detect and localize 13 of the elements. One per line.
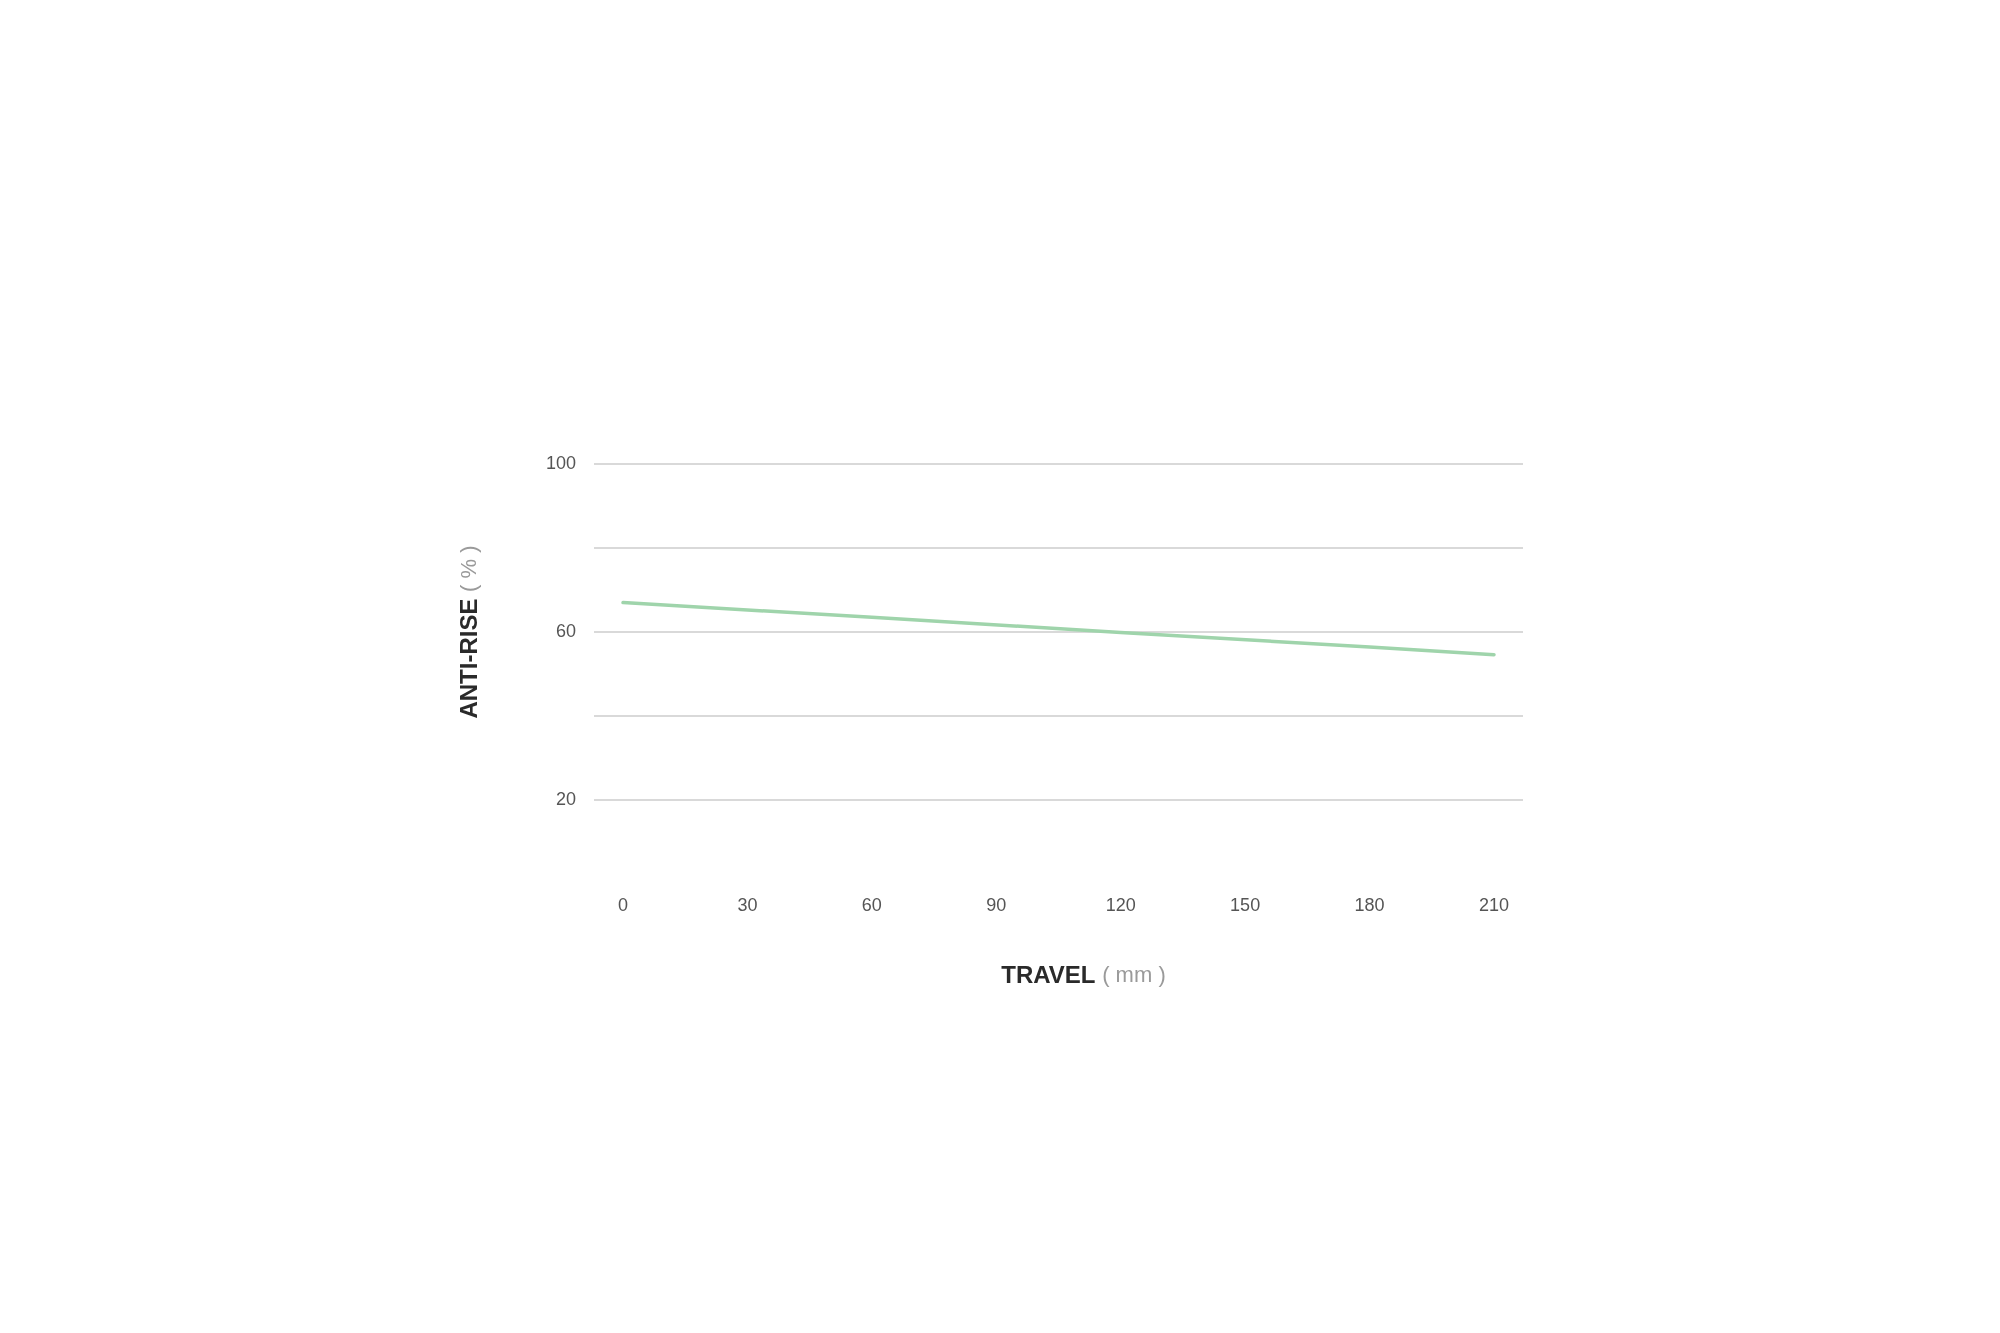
x-axis-title: TRAVEL ( mm ): [1001, 960, 1166, 988]
x-tick-label: 150: [1230, 894, 1261, 915]
x-tick-label: 0: [618, 894, 629, 915]
y-tick-label: 60: [555, 620, 576, 641]
x-tick-label: 210: [1478, 894, 1509, 915]
x-tick-label: 60: [861, 894, 882, 915]
x-tick-label: 30: [737, 894, 758, 915]
y-tick-label: 20: [555, 788, 576, 809]
y-axis-title: ANTI-RISE ( % ): [454, 545, 482, 719]
x-tick-label: 120: [1105, 894, 1136, 915]
x-tick-label: 90: [986, 894, 1007, 915]
x-tick-label: 180: [1354, 894, 1385, 915]
y-tick-label: 100: [545, 452, 576, 473]
